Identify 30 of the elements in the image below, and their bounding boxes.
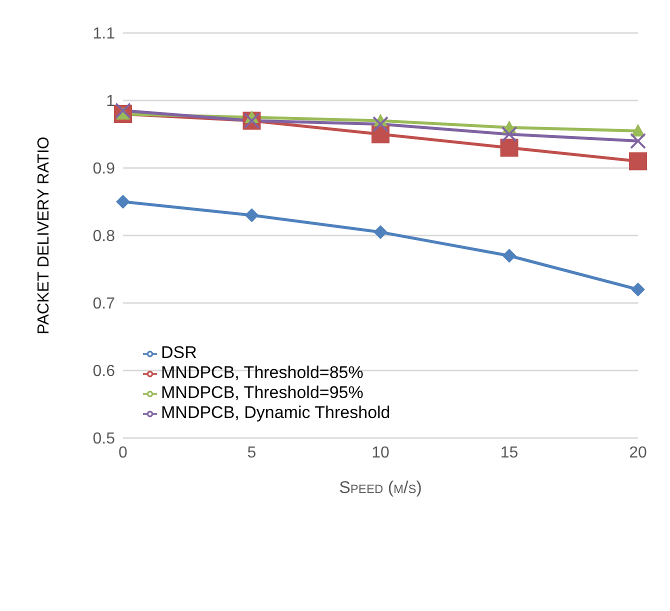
y-tick-label: 0.8 bbox=[92, 228, 116, 246]
point bbox=[629, 152, 647, 170]
x-axis-title: Speed (m/s) bbox=[339, 478, 422, 497]
point bbox=[502, 248, 516, 263]
legend-label: MNDPCB, Threshold=95% bbox=[161, 383, 364, 402]
point bbox=[630, 133, 646, 149]
y-tick-label: 0.5 bbox=[92, 430, 116, 448]
point bbox=[631, 282, 645, 296]
point bbox=[115, 102, 131, 119]
x-tick-label: 5 bbox=[247, 444, 256, 462]
point bbox=[500, 138, 518, 157]
legend-label: MNDPCB, Dynamic Threshold bbox=[161, 403, 390, 422]
point bbox=[116, 194, 130, 209]
y-tick-label: 0.9 bbox=[92, 160, 116, 178]
x-tick-label: 10 bbox=[372, 444, 390, 462]
legend-label: DSR bbox=[161, 343, 197, 362]
point bbox=[374, 225, 388, 240]
legend-label: MNDPCB, Threshold=85% bbox=[161, 363, 364, 382]
point bbox=[244, 208, 259, 222]
y-tick-label: 1.1 bbox=[92, 26, 116, 43]
y-tick-label: 1 bbox=[106, 93, 116, 110]
x-tick-label: 15 bbox=[500, 444, 518, 462]
point bbox=[631, 124, 645, 136]
x-tick-label: 0 bbox=[118, 444, 128, 462]
point bbox=[501, 126, 518, 142]
y-axis-title: PACKET DELIVERY RATIO bbox=[36, 136, 53, 334]
point bbox=[372, 116, 388, 132]
y-tick-label: 0.6 bbox=[92, 363, 116, 380]
x-tick-label: 20 bbox=[629, 444, 647, 462]
y-tick-label: 0.7 bbox=[92, 296, 116, 313]
